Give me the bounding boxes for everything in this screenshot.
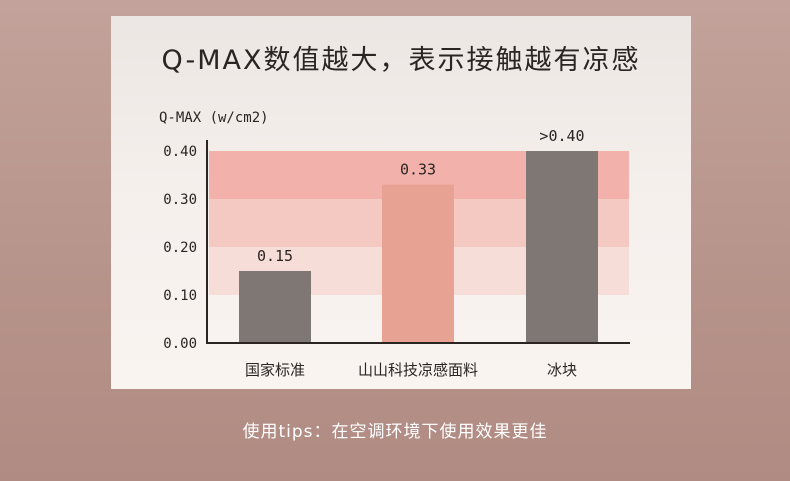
value-label: 0.33 (400, 161, 436, 179)
axes (206, 140, 630, 344)
category-label: 冰块 (547, 361, 577, 379)
bar-0 (239, 271, 311, 343)
y-tick-label: 0.00 (163, 336, 197, 352)
y-tick-label: 0.10 (163, 288, 197, 304)
usage-tips: 使用tips：在空调环境下使用效果更佳 (242, 422, 548, 442)
y-tick-label: 0.30 (163, 192, 197, 208)
bar-1 (382, 184, 454, 343)
chart-title: Q-MAX数值越大，表示接触越有凉感 (161, 45, 641, 76)
value-label: 0.15 (257, 247, 293, 265)
y-axis-label: Q-MAX (w/cm2) (159, 110, 269, 126)
y-tick-label: 0.40 (163, 144, 197, 160)
category-label: 国家标准 (245, 361, 305, 379)
category-label: 山山科技凉感面料 (358, 361, 478, 379)
y-tick-labels: 0.00 0.10 0.20 0.30 0.40 (163, 144, 197, 352)
category-labels: 国家标准 山山科技凉感面料 冰块 (245, 361, 577, 379)
bar-2 (526, 151, 598, 343)
value-labels: 0.15 0.33 >0.40 (257, 127, 585, 265)
y-tick-label: 0.20 (163, 240, 197, 256)
value-label: >0.40 (539, 127, 584, 145)
bars (239, 151, 598, 343)
